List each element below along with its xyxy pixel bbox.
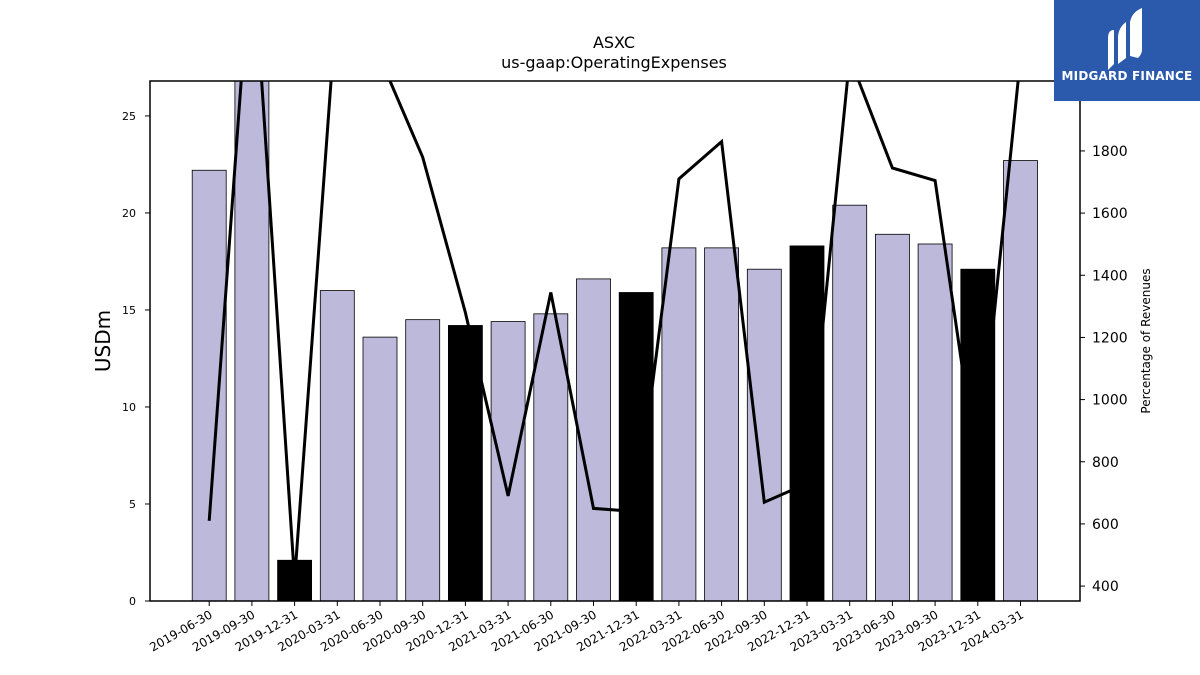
chart-title: ASXC <box>593 33 635 52</box>
bar-2020-12-31 <box>447 325 483 602</box>
y-tick-label: 25 <box>122 110 136 123</box>
y2-tick-label: 1400 <box>1092 268 1128 284</box>
y2-axis-label: Percentage of Revenues <box>1139 268 1153 413</box>
bar-2021-06-30 <box>533 313 569 602</box>
chart-subtitle: us-gaap:OperatingExpenses <box>501 53 727 72</box>
y2-tick-label: 1200 <box>1092 330 1128 346</box>
y2-tick-label: 1000 <box>1092 393 1128 409</box>
y-tick-label: 0 <box>129 595 136 608</box>
line-percentage-of-revenues <box>207 81 1020 581</box>
bar-2024-03-31 <box>1003 160 1038 602</box>
bar-2019-06-30 <box>191 169 227 602</box>
line-layer <box>207 81 1020 581</box>
x-axis: 2019-06-302019-09-302019-12-312020-03-31… <box>147 601 1026 654</box>
bar-2021-09-30 <box>576 278 611 602</box>
y2-tick-label: 600 <box>1092 517 1119 533</box>
bar-2023-03-31 <box>832 204 868 602</box>
y-axis-label: USDm <box>91 310 115 372</box>
bar-2020-06-30 <box>362 336 398 602</box>
logo-mark-icon <box>1108 8 1142 70</box>
bar-2023-06-30 <box>875 233 910 602</box>
logo: MIDGARD FINANCE <box>1054 0 1200 101</box>
plot-frame <box>149 80 1081 602</box>
bar-2023-12-31 <box>960 268 996 602</box>
y2-tick-label: 400 <box>1092 579 1119 595</box>
y-tick-label: 5 <box>129 498 136 511</box>
y2-tick-label: 800 <box>1092 455 1119 471</box>
y-tick-label: 20 <box>122 207 136 220</box>
bar-2022-03-31 <box>661 247 697 602</box>
bar-2022-09-30 <box>746 268 782 602</box>
bar-2020-03-31 <box>319 290 355 602</box>
y-tick-label: 15 <box>122 304 136 317</box>
bar-2019-09-30 <box>234 80 270 602</box>
bar-2021-03-31 <box>490 321 526 602</box>
y2-tick-label: 1600 <box>1092 206 1128 222</box>
bar-2021-12-31 <box>618 292 654 602</box>
bar-2022-12-31 <box>789 245 825 602</box>
bar-2022-06-30 <box>704 247 739 602</box>
logo-text: MIDGARD FINANCE <box>1061 69 1193 83</box>
y2-tick-label: 1800 <box>1092 144 1128 160</box>
y-axis-left: 0 5 10 15 20 25 <box>122 110 150 608</box>
y-axis-right: 400 600 800 1000 1200 1400 1600 1800 <box>1080 144 1128 595</box>
y-tick-label: 10 <box>122 401 136 414</box>
bar-2023-09-30 <box>917 243 953 602</box>
bars-layer <box>191 80 1038 602</box>
bar-2020-09-30 <box>405 319 441 602</box>
